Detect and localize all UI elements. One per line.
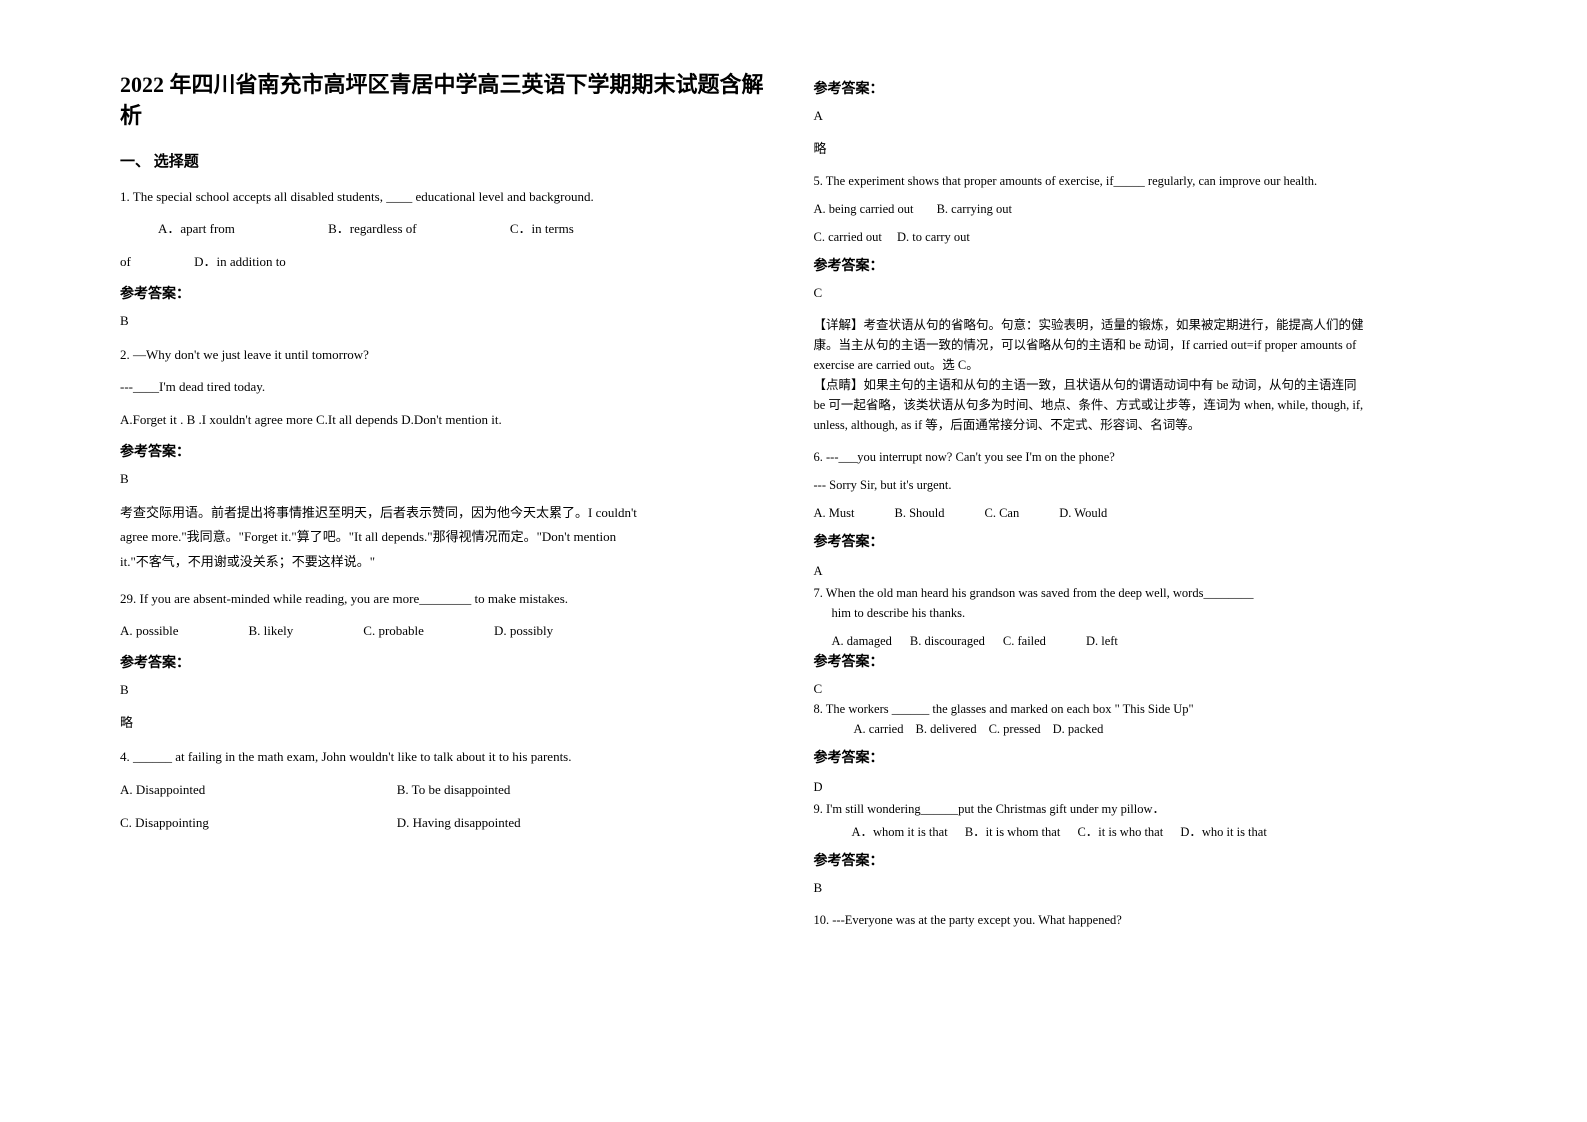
q5-options-row1: A. being carried out B. carrying out <box>814 199 1468 219</box>
q9-text: 9. I'm still wondering______put the Chri… <box>814 799 1468 819</box>
q8-optD: D. packed <box>1053 719 1104 739</box>
q9-options: A．whom it is that B．it is whom that C．it… <box>814 822 1468 842</box>
q5-optD: D. to carry out <box>897 230 970 244</box>
q29-optD: D. possibly <box>494 619 553 644</box>
q9-answer: B <box>814 880 1468 896</box>
q7-optC: C. failed <box>1003 631 1046 651</box>
q4-note: 略 <box>814 138 1468 157</box>
q7-optD: D. left <box>1086 631 1118 651</box>
q6-options: A. Must B. Should C. Can D. Would <box>814 503 1468 523</box>
q7-answer: C <box>814 681 1468 697</box>
q29-text: 29. If you are absent-minded while readi… <box>120 587 774 612</box>
q5-exp5: be 可一起省略，该类状语从句多为时间、地点、条件、方式或让步等，连词为 whe… <box>814 398 1364 412</box>
q7-options: A. damaged B. discouraged C. failed D. l… <box>814 631 1468 651</box>
q7-text: 7. When the old man heard his grandson w… <box>814 583 1468 623</box>
q5-exp4: 【点睛】如果主句的主语和从句的主语一致，且状语从句的谓语动词中有 be 动词，从… <box>814 378 1357 392</box>
q5-exp1: 【详解】考查状语从句的省略句。句意：实验表明，适量的锻炼，如果被定期进行，能提高… <box>814 318 1364 332</box>
q5-exp2: 康。当主从句的主语一致的情况，可以省略从句的主语和 be 动词，If carri… <box>814 338 1357 352</box>
document-title: 2022 年四川省南充市高坪区青居中学高三英语下学期期末试题含解析 <box>120 70 774 132</box>
q29-note: 略 <box>120 712 774 731</box>
q29-answer: B <box>120 682 774 698</box>
q5-answer-label: 参考答案： <box>814 255 1468 275</box>
q29-options: A. possible B. likely C. probable D. pos… <box>120 619 774 644</box>
q2-exp1: 考查交际用语。前者提出将事情推迟至明天，后者表示赞同，因为他今天太累了。I co… <box>120 505 637 520</box>
q2-explanation: 考查交际用语。前者提出将事情推迟至明天，后者表示赞同，因为他今天太累了。I co… <box>120 501 774 575</box>
q5-text: 5. The experiment shows that proper amou… <box>814 171 1468 191</box>
q6-answer: A <box>814 561 1468 581</box>
q29-optA: A. possible <box>120 619 179 644</box>
q5-optA: A. being carried out <box>814 202 914 216</box>
q5-exp6: unless, although, as if 等，后面通常接分词、不定式、形容… <box>814 418 1201 432</box>
q6-optA: A. Must <box>814 503 855 523</box>
q1-answer-label: 参考答案： <box>120 283 774 303</box>
q4-optB: B. To be disappointed <box>397 778 674 803</box>
q8-answer: D <box>814 777 1468 797</box>
q7-answer-label: 参考答案： <box>814 651 1468 671</box>
q5-answer: C <box>814 285 1468 301</box>
q9-optC: C．it is who that <box>1077 825 1163 839</box>
q9-optB: B．it is whom that <box>965 825 1061 839</box>
q4-optA: A. Disappointed <box>120 778 397 803</box>
q8-answer-label: 参考答案： <box>814 747 1468 767</box>
q2-exp2: agree more."我同意。"Forget it."算了吧。"It all … <box>120 529 616 544</box>
q6-optC: C. Can <box>985 503 1020 523</box>
q1-optC: C．in terms <box>510 221 574 236</box>
section-header: 一、 选择题 <box>120 150 774 171</box>
q6-line1: 6. ---___you interrupt now? Can't you se… <box>814 447 1468 467</box>
q4-answer-label: 参考答案： <box>814 78 1468 98</box>
q8-optC: C. pressed <box>989 719 1041 739</box>
q1-answer: B <box>120 313 774 329</box>
q2-line1: 2. —Why don't we just leave it until tom… <box>120 343 774 368</box>
q10-text: 10. ---Everyone was at the party except … <box>814 910 1468 930</box>
q4-options-row1: A. Disappointed B. To be disappointed <box>120 778 774 803</box>
q2-exp3: it."不客气，不用谢或没关系；不要这样说。" <box>120 554 375 569</box>
q6-optB: B. Should <box>894 503 944 523</box>
q5-optB: B. carrying out <box>937 202 1012 216</box>
q7-line2: him to describe his thanks. <box>814 606 966 620</box>
q29-answer-label: 参考答案： <box>120 652 774 672</box>
q6-optD: D. Would <box>1059 503 1107 523</box>
q1-options-row2: of D．in addition to <box>120 250 774 275</box>
right-column: 参考答案： A 略 5. The experiment shows that p… <box>794 70 1488 1092</box>
q6-answer-label: 参考答案： <box>814 531 1468 551</box>
q4-optC: C. Disappointing <box>120 811 397 836</box>
q29-optC: C. probable <box>363 619 424 644</box>
q7-line1: 7. When the old man heard his grandson w… <box>814 586 1254 600</box>
q5-options-row2: C. carried out D. to carry out <box>814 227 1468 247</box>
q1-of: of <box>120 254 131 269</box>
q2-options: A.Forget it . B .I xouldn't agree more C… <box>120 408 774 433</box>
q1-options-row1: A．apart from B．regardless of C．in terms <box>120 217 774 242</box>
q6-line2: --- Sorry Sir, but it's urgent. <box>814 475 1468 495</box>
q5-optC: C. carried out <box>814 230 882 244</box>
q2-answer: B <box>120 471 774 487</box>
q2-answer-label: 参考答案： <box>120 441 774 461</box>
q4-options-row2: C. Disappointing D. Having disappointed <box>120 811 774 836</box>
q5-explanation: 【详解】考查状语从句的省略句。句意：实验表明，适量的锻炼，如果被定期进行，能提高… <box>814 315 1468 435</box>
q8-optB: B. delivered <box>915 719 976 739</box>
q8-optA: A. carried <box>854 719 904 739</box>
q7-optB: B. discouraged <box>910 631 985 651</box>
left-column: 2022 年四川省南充市高坪区青居中学高三英语下学期期末试题含解析 一、 选择题… <box>100 70 794 1092</box>
q1-optB: B．regardless of <box>328 221 416 236</box>
q29-optB: B. likely <box>249 619 294 644</box>
q2-line2: ---____I'm dead tired today. <box>120 375 774 400</box>
q8-options: A. carried B. delivered C. pressed D. pa… <box>814 719 1468 739</box>
q4-text: 4. ______ at failing in the math exam, J… <box>120 745 774 770</box>
q1-optA: A．apart from <box>158 221 235 236</box>
q9-optA: A．whom it is that <box>852 825 948 839</box>
q4-optD: D. Having disappointed <box>397 811 674 836</box>
q9-optD: D．who it is that <box>1180 825 1266 839</box>
q1-optD: D．in addition to <box>194 254 286 269</box>
q4-answer: A <box>814 108 1468 124</box>
q1-text: 1. The special school accepts all disabl… <box>120 185 774 210</box>
q5-exp3: exercise are carried out。选 C。 <box>814 358 979 372</box>
q9-answer-label: 参考答案： <box>814 850 1468 870</box>
q7-optA: A. damaged <box>832 631 892 651</box>
q8-text: 8. The workers ______ the glasses and ma… <box>814 699 1468 719</box>
